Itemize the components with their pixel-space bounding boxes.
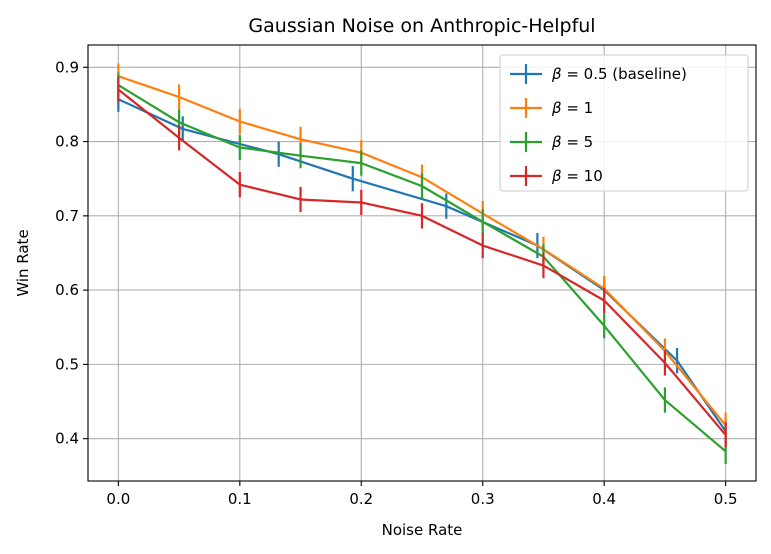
legend-value: = 5	[562, 133, 594, 151]
y-axis-label: Win Rate	[14, 229, 32, 296]
legend-value: = 0.5 (baseline)	[562, 65, 687, 83]
legend-symbol: β	[551, 133, 562, 151]
y-tick-label: 0.4	[55, 430, 79, 448]
legend: β = 0.5 (baseline)β = 1β = 5β = 10	[499, 54, 749, 192]
series-layer	[117, 63, 727, 464]
x-axis-label: Noise Rate	[382, 521, 463, 539]
legend-label: β = 1	[551, 99, 593, 117]
legend-item: β = 1	[510, 98, 593, 118]
y-axis: 0.4 0.5 0.6 0.7 0.8 0.9	[55, 58, 88, 448]
y-tick-label: 0.9	[55, 58, 79, 76]
x-tick-label: 0.1	[228, 490, 252, 508]
x-tick-label: 0.2	[349, 490, 373, 508]
legend-value: = 1	[562, 99, 594, 117]
legend-symbol: β	[551, 65, 562, 83]
legend-item: β = 0.5 (baseline)	[510, 64, 687, 84]
x-tick-label: 0.3	[471, 490, 495, 508]
chart-title: Gaussian Noise on Anthropic-Helpful	[248, 15, 595, 37]
legend-item: β = 5	[510, 132, 593, 152]
legend-label: β = 5	[551, 133, 593, 151]
legend-symbol: β	[551, 167, 562, 185]
legend-label: β = 0.5 (baseline)	[551, 65, 687, 83]
y-tick-label: 0.6	[55, 281, 79, 299]
legend-frame	[499, 54, 749, 192]
legend-symbol: β	[551, 99, 562, 117]
legend-label: β = 10	[551, 167, 603, 185]
legend-item: β = 10	[510, 166, 603, 186]
series-3	[117, 72, 727, 464]
series-4	[117, 76, 727, 448]
x-axis: 0.0 0.1 0.2 0.3 0.4 0.5	[106, 481, 738, 508]
y-tick-label: 0.5	[55, 355, 79, 373]
legend-value: = 10	[562, 167, 603, 185]
y-tick-label: 0.8	[55, 133, 79, 151]
x-tick-label: 0.4	[592, 490, 616, 508]
x-tick-label: 0.0	[106, 490, 130, 508]
y-tick-label: 0.7	[55, 207, 79, 225]
plot-frame	[87, 44, 757, 482]
x-tick-label: 0.5	[714, 490, 738, 508]
